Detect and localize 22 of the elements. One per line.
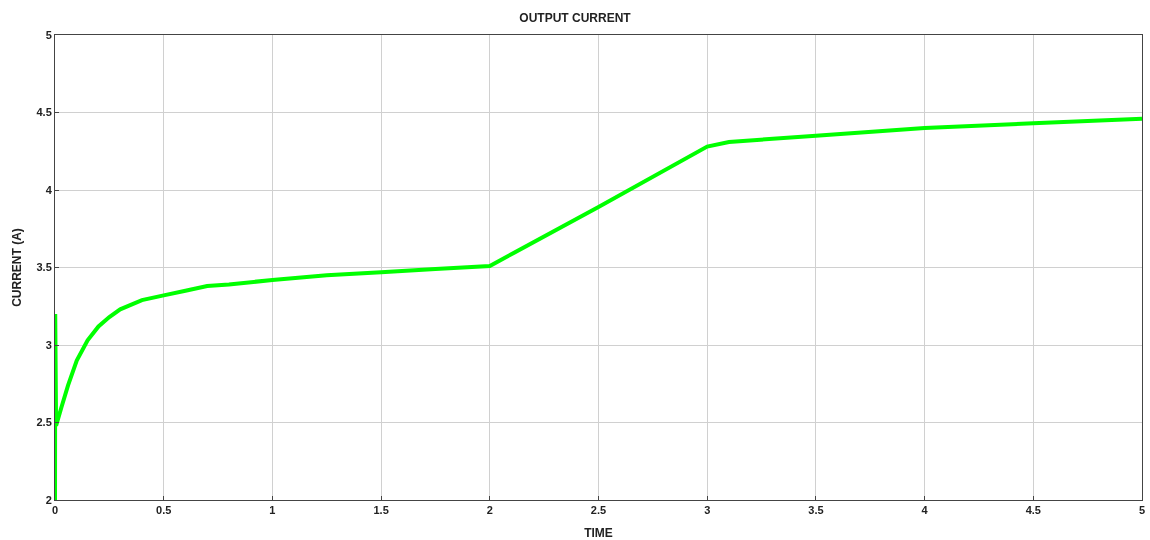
x-tick-label: 3 <box>704 504 711 517</box>
y-tick-label: 4 <box>45 183 53 196</box>
y-tick-label: 3.5 <box>36 261 52 274</box>
x-tick-label: 2.5 <box>590 504 607 517</box>
x-tick-label: 0.5 <box>156 504 172 517</box>
y-tick-label: 2 <box>45 493 52 506</box>
y-tick-label: 5 <box>45 28 52 41</box>
y-tick-label: 3 <box>45 338 52 351</box>
x-tick-label: 2 <box>486 504 493 517</box>
y-axis-title: CURRENT (A) <box>10 228 24 307</box>
y-tick-label: 4.5 <box>36 106 52 119</box>
x-tick-label: 0 <box>51 504 59 517</box>
x-axis-title: TIME <box>584 526 613 540</box>
x-tick-label: 1 <box>269 504 276 517</box>
x-tick-label: 5 <box>1138 504 1146 517</box>
x-tick-label: 4 <box>921 504 929 517</box>
line-series <box>55 116 1142 500</box>
chart-title: OUTPUT CURRENT <box>519 10 632 25</box>
y-tick-label: 2.5 <box>36 416 52 429</box>
x-tick-label: 1.5 <box>373 504 389 517</box>
x-tick-label: 3.5 <box>808 504 824 517</box>
x-tick-label: 4.5 <box>1025 504 1041 517</box>
